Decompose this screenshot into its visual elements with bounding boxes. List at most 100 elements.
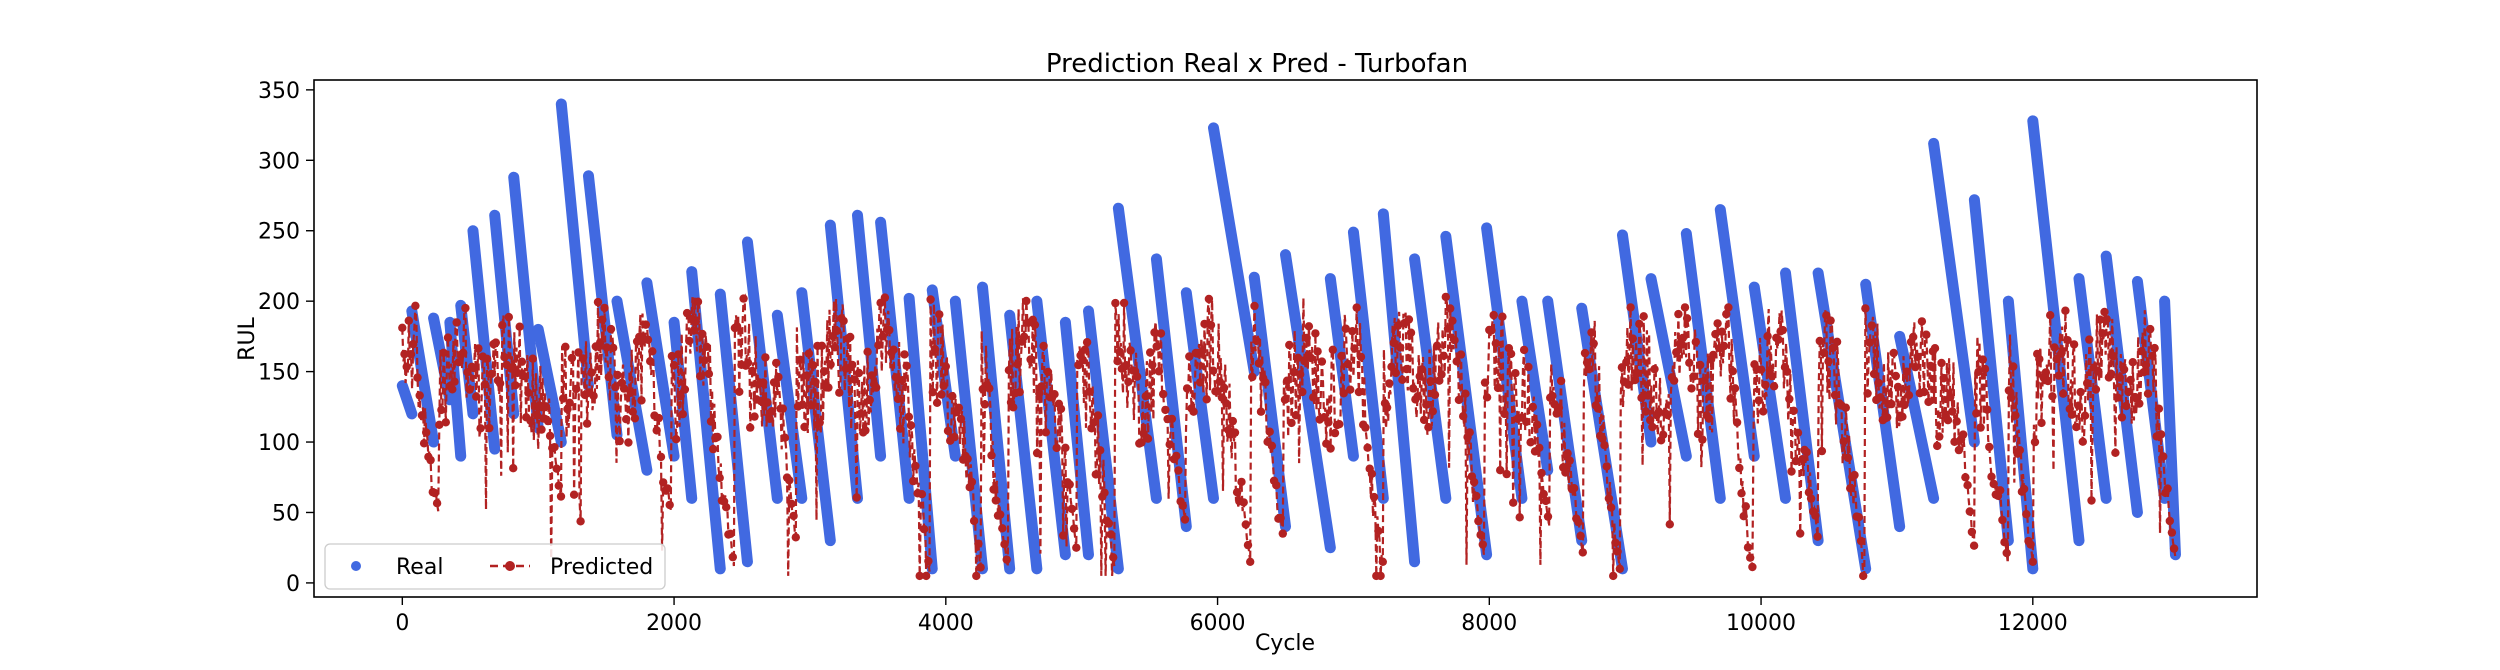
- predicted-point: [1107, 530, 1115, 538]
- predicted-point: [1161, 406, 1169, 414]
- predicted-point: [1503, 470, 1511, 478]
- predicted-point: [1070, 524, 1078, 532]
- predicted-point: [1092, 470, 1100, 478]
- predicted-point: [1811, 511, 1819, 519]
- predicted-point: [835, 389, 843, 397]
- predicted-point: [726, 530, 734, 538]
- predicted-point: [1492, 339, 1500, 347]
- predicted-point: [2142, 361, 2150, 369]
- predicted-point: [1670, 376, 1678, 384]
- predicted-point: [2061, 307, 2069, 315]
- predicted-point: [2135, 399, 2143, 407]
- predicted-point: [855, 369, 863, 377]
- predicted-point: [2126, 376, 2134, 384]
- predicted-point: [2157, 430, 2165, 438]
- predicted-point: [416, 391, 424, 399]
- predicted-point: [1148, 361, 1156, 369]
- predicted-point: [418, 411, 426, 419]
- predicted-point: [1803, 448, 1811, 456]
- predicted-point: [748, 367, 756, 375]
- predicted-point: [763, 398, 771, 406]
- predicted-point: [2087, 496, 2095, 504]
- predicted-point: [2159, 452, 2167, 460]
- predicted-point: [692, 317, 700, 325]
- predicted-point: [789, 512, 797, 520]
- predicted-point: [455, 358, 463, 366]
- predicted-point: [589, 392, 597, 400]
- predicted-point: [1990, 480, 1998, 488]
- predicted-point: [2122, 402, 2130, 410]
- predicted-point: [1348, 327, 1356, 335]
- predicted-point: [1403, 365, 1411, 373]
- predicted-point: [1446, 304, 1454, 312]
- predicted-point: [1922, 331, 1930, 339]
- predicted-point: [1855, 513, 1863, 521]
- predicted-point: [542, 402, 550, 410]
- predicted-point: [1833, 338, 1841, 346]
- predicted-point: [1783, 368, 1791, 376]
- predicted-point: [1392, 369, 1400, 377]
- predicted-point: [670, 361, 678, 369]
- predicted-point: [1600, 441, 1608, 449]
- predicted-point: [713, 433, 721, 441]
- predicted-point: [2072, 423, 2080, 431]
- predicted-point: [2022, 510, 2030, 518]
- predicted-point: [818, 342, 826, 350]
- predicted-point: [1250, 302, 1258, 310]
- predicted-point: [1203, 395, 1211, 403]
- predicted-point: [2009, 362, 2017, 370]
- predicted-point: [1474, 517, 1482, 525]
- predicted-point: [1079, 356, 1087, 364]
- predicted-point: [1231, 428, 1239, 436]
- predicted-point: [2111, 449, 2119, 457]
- predicted-point: [672, 435, 680, 443]
- predicted-point: [1205, 295, 1213, 303]
- predicted-point: [1820, 349, 1828, 357]
- predicted-point: [407, 350, 415, 358]
- predicted-point: [1089, 418, 1097, 426]
- predicted-point: [1526, 438, 1534, 446]
- predicted-point: [1948, 407, 1956, 415]
- predicted-point: [626, 389, 634, 397]
- predicted-point: [398, 324, 406, 332]
- predicted-point: [1998, 516, 2006, 524]
- predicted-point: [431, 489, 439, 497]
- predicted-point: [1383, 403, 1391, 411]
- predicted-point: [409, 340, 417, 348]
- predicted-point: [1590, 339, 1598, 347]
- predicted-point: [1287, 419, 1295, 427]
- predicted-point: [1005, 366, 1013, 374]
- predicted-point: [1279, 529, 1287, 537]
- predicted-point: [1009, 403, 1017, 411]
- y-tick-label: 150: [258, 361, 300, 386]
- predicted-point: [1981, 365, 1989, 373]
- predicted-point: [1470, 478, 1478, 486]
- predicted-point: [1724, 303, 1732, 311]
- predicted-point: [1142, 392, 1150, 400]
- predicted-point: [1242, 520, 1250, 528]
- predicted-point: [1057, 405, 1065, 413]
- predicted-point: [1622, 358, 1630, 366]
- predicted-point: [631, 414, 639, 422]
- predicted-point: [1248, 373, 1256, 381]
- predicted-point: [1253, 337, 1261, 345]
- predicted-point: [1890, 349, 1898, 357]
- predicted-point: [529, 355, 537, 363]
- predicted-point: [998, 524, 1006, 532]
- predicted-point: [1976, 423, 1984, 431]
- predicted-point: [1903, 368, 1911, 376]
- predicted-point: [1594, 404, 1602, 412]
- predicted-point: [1726, 394, 1734, 402]
- predicted-point: [1326, 444, 1334, 452]
- predicted-point: [624, 438, 632, 446]
- predicted-point: [1181, 515, 1189, 523]
- predicted-point: [803, 371, 811, 379]
- predicted-point: [918, 490, 926, 498]
- predicted-point: [768, 407, 776, 415]
- predicted-point: [681, 385, 689, 393]
- predicted-point: [1396, 343, 1404, 351]
- predicted-point: [2103, 315, 2111, 323]
- predicted-point: [2129, 358, 2137, 366]
- predicted-point: [1283, 377, 1291, 385]
- predicted-point: [1735, 464, 1743, 472]
